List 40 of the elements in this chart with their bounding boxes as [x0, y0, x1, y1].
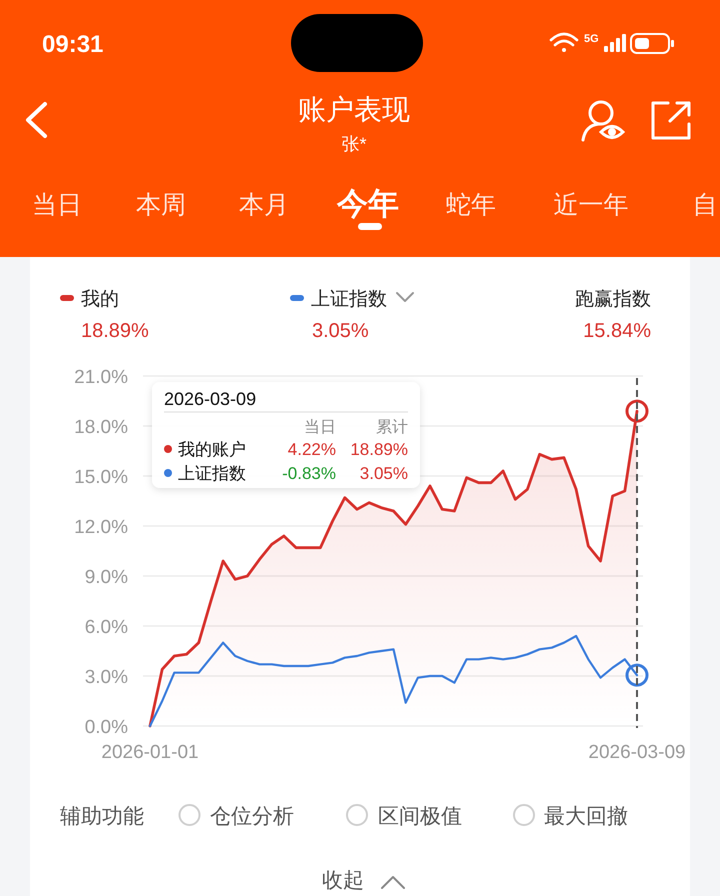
annotation: 当日 [304, 418, 336, 436]
y-tick-label: 3.0% [84, 667, 128, 688]
annotation: 4.22% [288, 440, 336, 459]
annotation: 上证指数 [178, 464, 246, 483]
text: 收起 [322, 869, 364, 892]
legend-label: 我的 [81, 289, 119, 310]
y-tick-label: 15.0% [74, 467, 128, 488]
text: 最大回撤 [544, 805, 628, 828]
chart-subtitle: 张* [341, 134, 367, 154]
text: 5G [584, 33, 599, 45]
text: 今年 [336, 186, 399, 221]
annotation: -0.83% [282, 464, 336, 483]
text: 自 [692, 191, 718, 219]
text: 蛇年 [446, 191, 496, 219]
text: 15.84% [583, 320, 652, 342]
text: 本周 [136, 191, 186, 219]
text: 09:31 [42, 31, 104, 58]
y-tick-label: 21.0% [74, 367, 128, 388]
annotation: 我的账户 [178, 440, 246, 459]
text: 本月 [239, 191, 289, 219]
annotation: 3.05% [360, 464, 408, 483]
text: 近一年 [554, 191, 628, 219]
y-tick-label: 18.0% [74, 417, 128, 438]
text: 仓位分析 [210, 805, 294, 828]
annotation: 2026-03-09 [164, 389, 256, 409]
text: 18.89% [81, 320, 150, 342]
text: 当日 [32, 191, 82, 219]
text: 区间极值 [378, 805, 462, 828]
annotation: 18.89% [350, 440, 408, 459]
text: 跑赢指数 [575, 289, 651, 310]
chart-title: 账户表现 [298, 94, 410, 125]
y-tick-label: 9.0% [84, 567, 128, 588]
legend-label: 上证指数 [311, 289, 387, 310]
text: 辅助功能 [60, 805, 144, 828]
text: 3.05% [312, 320, 369, 342]
x-tick-label: 2026-01-01 [101, 742, 199, 763]
y-tick-label: 0.0% [84, 717, 128, 738]
annotation: 累计 [376, 418, 408, 436]
y-tick-label: 12.0% [74, 517, 128, 538]
y-tick-label: 6.0% [84, 617, 128, 638]
